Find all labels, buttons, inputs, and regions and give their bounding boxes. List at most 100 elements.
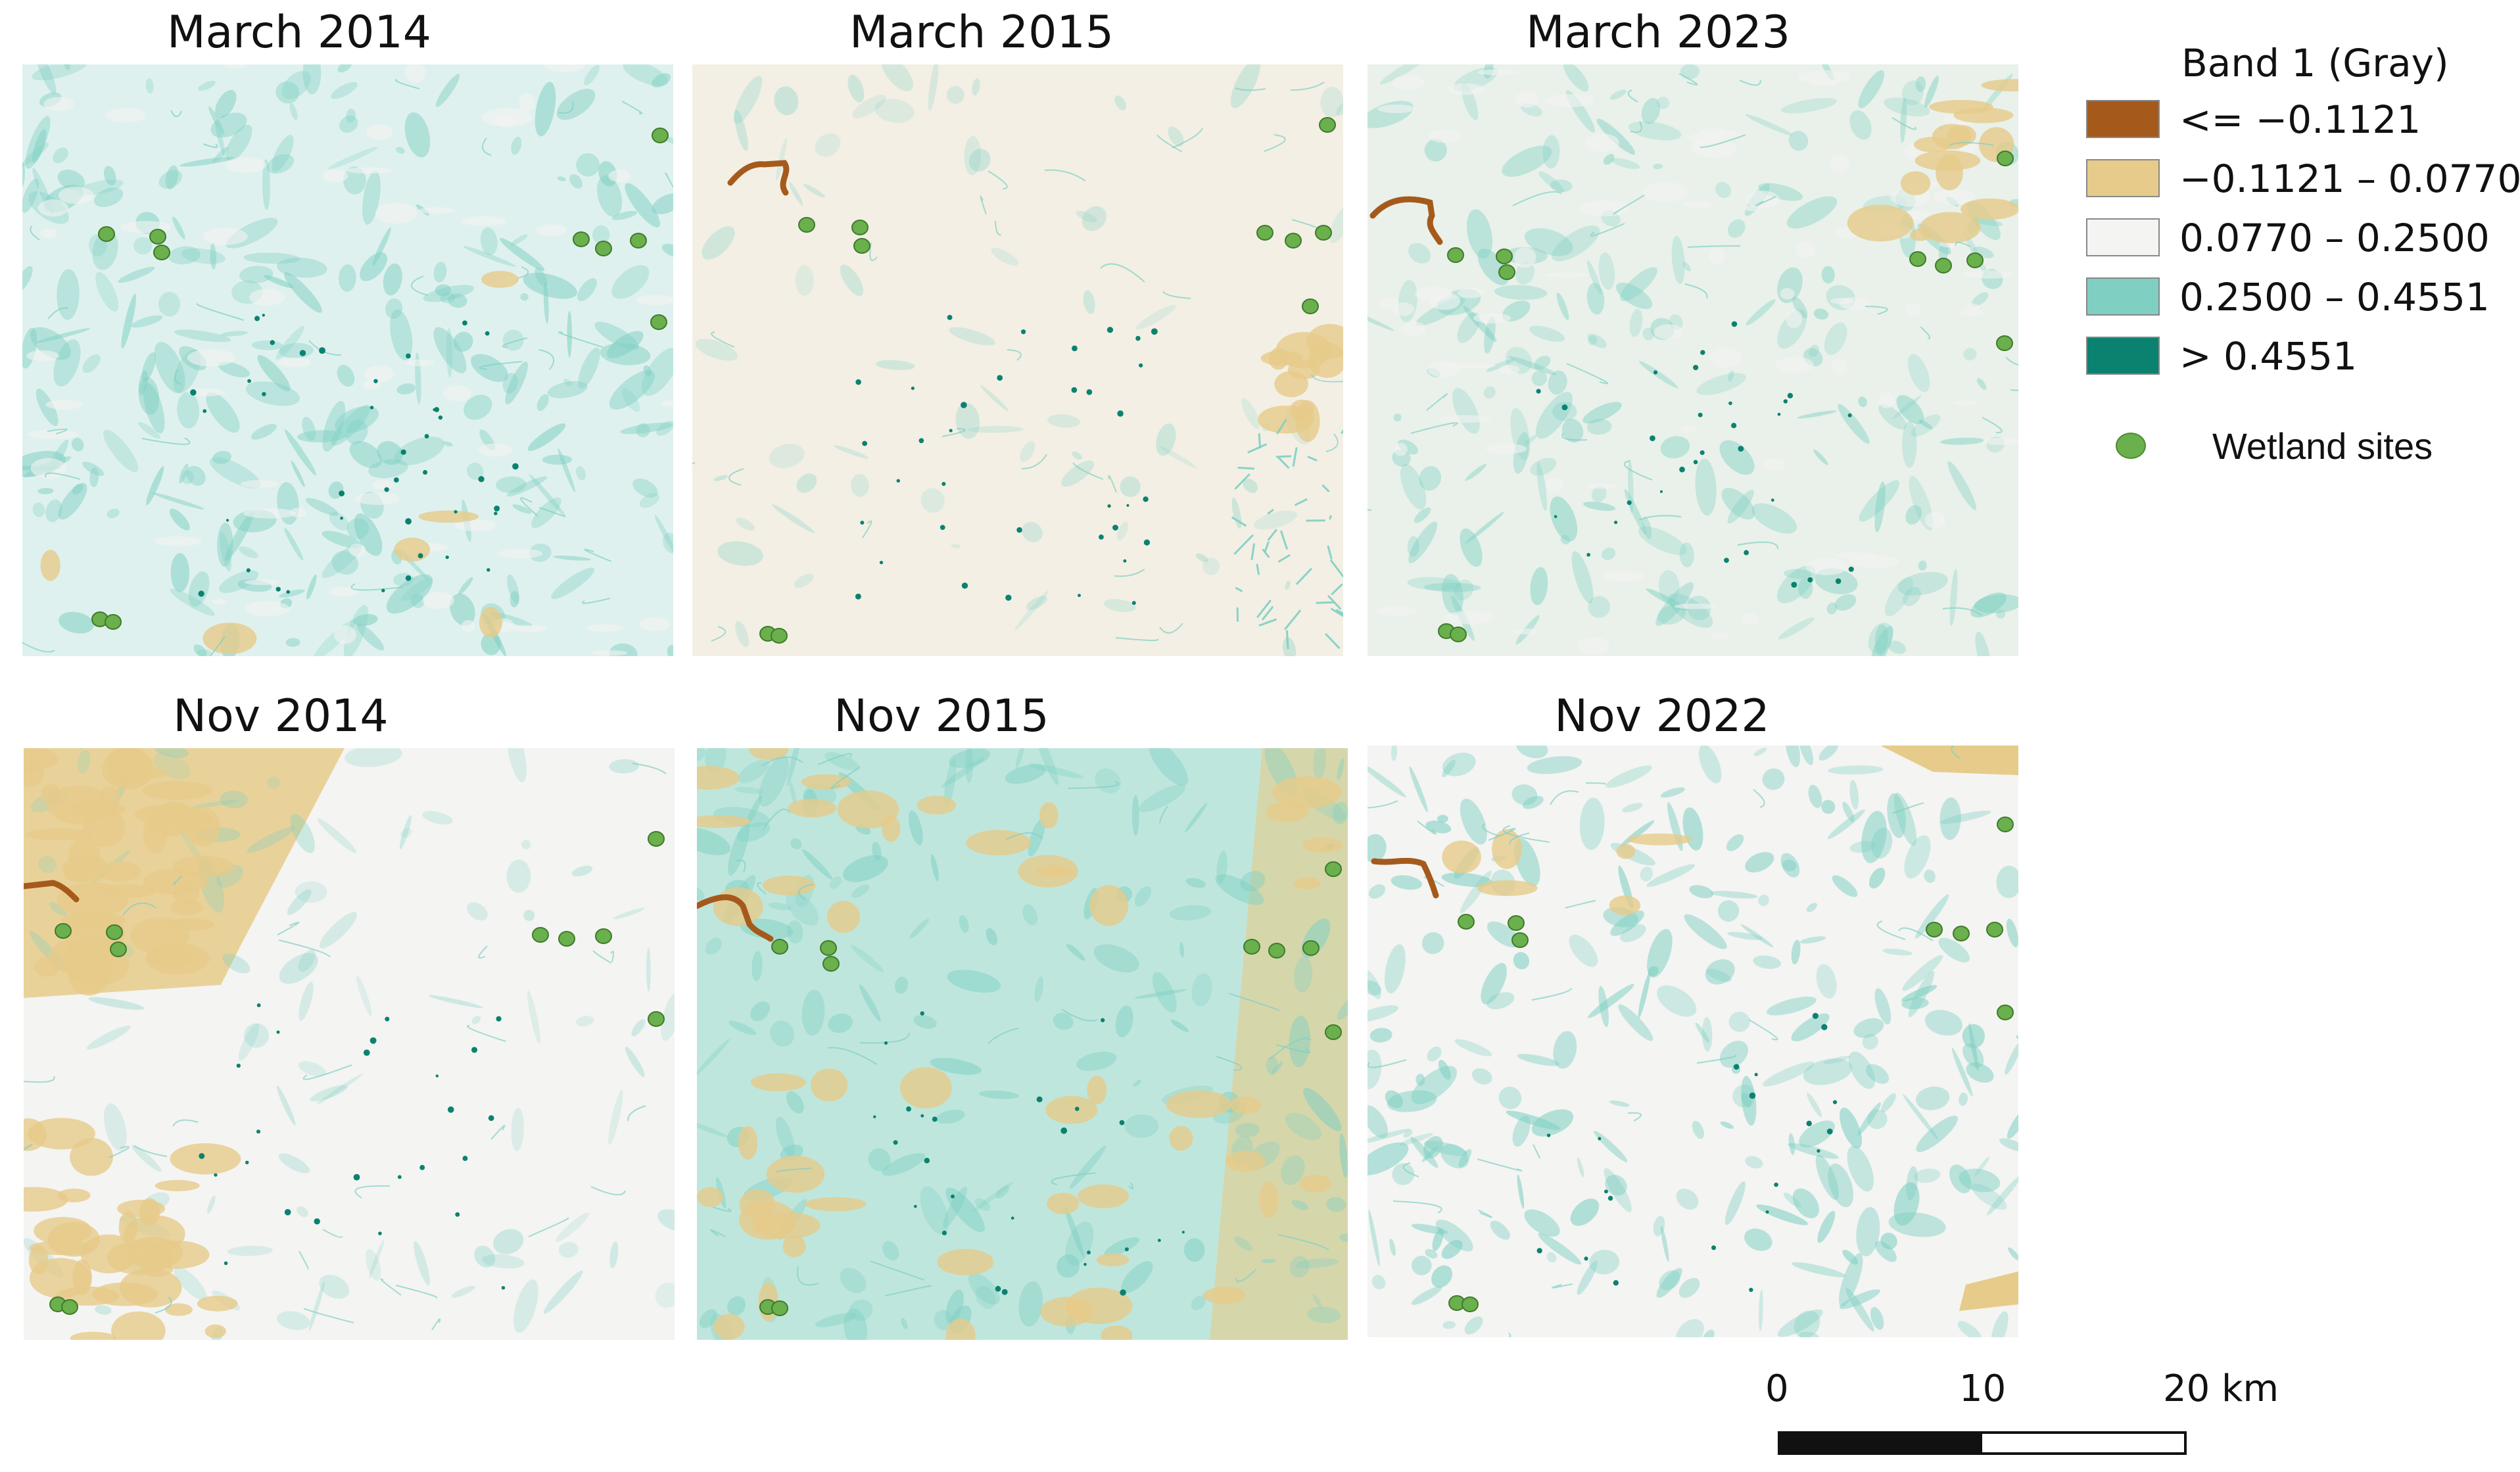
- index-patch: [1253, 510, 1298, 530]
- index-patch: [396, 383, 416, 394]
- dry-patch: [1442, 840, 1481, 874]
- index-patch: [217, 522, 233, 567]
- dry-patch: [1900, 171, 1931, 195]
- panel-title-march-2023: March 2023: [1526, 7, 1790, 59]
- legend-swatch: [2086, 337, 2160, 375]
- index-patch: [333, 625, 356, 644]
- index-patch: [1902, 421, 1917, 468]
- field-line: [1277, 456, 1290, 469]
- index-patch: [1727, 490, 1754, 524]
- scale-label-10: 10: [1959, 1367, 2007, 1410]
- index-patch: [1392, 1163, 1415, 1185]
- high-index-pixel: [1157, 1239, 1161, 1243]
- wetland-site-marker: [771, 628, 788, 644]
- index-patch: [1728, 1011, 1750, 1032]
- index-patch: [1698, 746, 1722, 784]
- index-patch: [419, 206, 454, 214]
- index-patch: [1230, 64, 1260, 108]
- index-patch: [1442, 752, 1476, 776]
- index-patch: [1057, 1254, 1080, 1278]
- river: [1371, 857, 1439, 899]
- map-march-2015: [692, 64, 1343, 656]
- index-patch: [1571, 551, 1594, 604]
- index-patch: [272, 135, 294, 172]
- high-index-pixel: [1060, 1127, 1068, 1134]
- index-patch: [1379, 64, 1429, 85]
- map-canvas: [692, 64, 1343, 656]
- index-patch: [1638, 972, 1651, 1018]
- index-patch: [913, 1014, 937, 1029]
- high-index-pixel: [363, 1049, 370, 1057]
- index-patch: [43, 97, 74, 111]
- index-patch: [1708, 247, 1726, 266]
- index-patch: [1918, 419, 1933, 429]
- index-patch: [158, 170, 183, 189]
- index-patch: [1905, 505, 1922, 525]
- high-index-pixel: [319, 347, 326, 354]
- index-patch: [227, 1245, 273, 1256]
- drainage-line: [1072, 462, 1104, 480]
- index-patch: [1676, 1188, 1699, 1210]
- high-index-pixel: [1614, 521, 1618, 525]
- drainage-line: [1590, 223, 1625, 237]
- index-patch: [613, 908, 645, 920]
- index-patch: [1896, 394, 1924, 425]
- drainage-line: [1533, 1144, 1540, 1159]
- wetland-site-marker: [1325, 861, 1342, 877]
- map-canvas: [1367, 64, 2018, 656]
- index-patch: [1035, 748, 1059, 786]
- high-index-pixel: [417, 553, 423, 559]
- drainage-line: [1678, 73, 1698, 85]
- index-patch: [170, 553, 190, 592]
- index-patch: [1966, 1062, 1994, 1083]
- drainage-line: [108, 1146, 130, 1158]
- drainage-line: [1502, 825, 1550, 843]
- high-index-pixel: [951, 1194, 955, 1199]
- index-patch: [1661, 1225, 1669, 1262]
- index-patch: [796, 473, 817, 493]
- drainage-line: [1156, 134, 1183, 153]
- wetland-site-marker: [820, 940, 837, 956]
- index-patch: [1740, 924, 1774, 947]
- wetland-site-marker: [149, 229, 166, 245]
- index-patch: [667, 644, 673, 656]
- index-patch: [1806, 903, 1817, 913]
- index-patch: [243, 252, 300, 264]
- index-patch: [801, 849, 832, 880]
- index-patch: [1490, 1220, 1510, 1240]
- map-march-2023: [1367, 64, 2018, 656]
- high-index-pixel: [1627, 500, 1632, 506]
- index-patch: [1546, 1252, 1557, 1263]
- index-patch: [366, 1248, 381, 1281]
- dry-patch: [788, 798, 836, 818]
- dry-patch: [68, 837, 101, 873]
- drainage-line: [1638, 515, 1682, 521]
- river: [697, 894, 774, 942]
- wetland-site-marker: [1966, 252, 1984, 268]
- index-patch: [154, 341, 185, 394]
- dry-patch: [1265, 801, 1309, 822]
- index-patch: [1415, 1074, 1425, 1086]
- map-canvas: [1367, 746, 2018, 1337]
- index-patch: [53, 339, 81, 387]
- index-patch: [557, 176, 566, 181]
- high-index-pixel: [385, 1016, 390, 1022]
- drainage-line: [1044, 169, 1086, 181]
- high-index-pixel: [941, 1230, 947, 1235]
- field-line: [1237, 466, 1255, 470]
- dry-patch: [1078, 1184, 1129, 1208]
- index-patch: [386, 574, 433, 614]
- index-patch: [220, 532, 232, 572]
- dry-patch: [70, 1331, 117, 1340]
- index-patch: [1295, 1258, 1339, 1269]
- high-index-pixel: [1733, 1064, 1740, 1070]
- index-patch: [1377, 105, 1416, 113]
- index-patch: [1431, 1265, 1453, 1288]
- index-patch: [1853, 1018, 1884, 1038]
- index-patch: [717, 541, 763, 566]
- panel-title-nov-2015: Nov 2015: [834, 690, 1049, 742]
- index-patch: [1588, 335, 1598, 345]
- drainage-line: [987, 1028, 1019, 1044]
- index-patch: [1701, 1017, 1713, 1052]
- index-patch: [1367, 1005, 1399, 1022]
